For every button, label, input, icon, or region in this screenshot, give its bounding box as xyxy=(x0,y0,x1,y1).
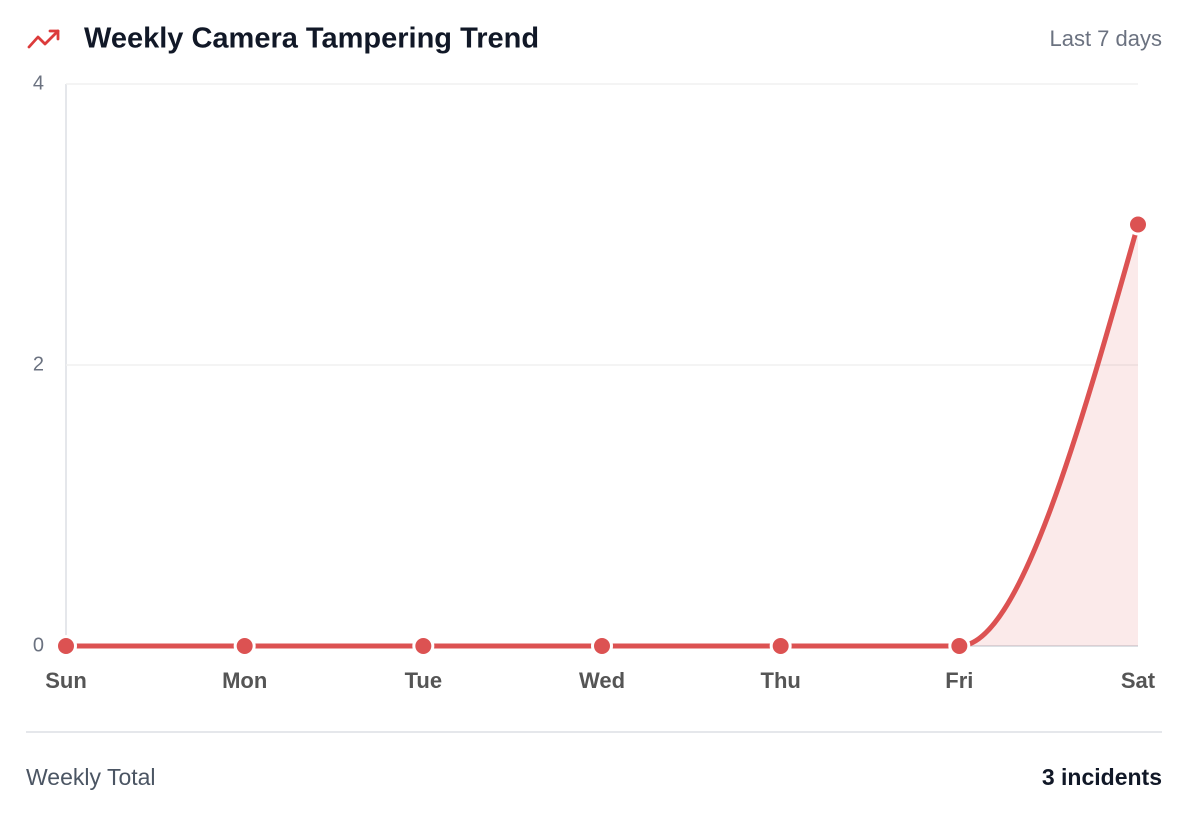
point xyxy=(233,635,256,657)
x-tick-label: Sun xyxy=(45,668,87,693)
point xyxy=(948,635,971,657)
total-label: Weekly Total xyxy=(26,764,156,790)
point xyxy=(591,635,613,657)
point xyxy=(412,635,435,657)
trend-icon xyxy=(27,29,60,49)
area xyxy=(66,224,1138,646)
x-tick-label: Sat xyxy=(1121,668,1156,693)
point xyxy=(769,635,792,657)
card-title: Weekly Camera Tampering Trend xyxy=(84,23,539,55)
x-tick-label: Fri xyxy=(945,668,973,693)
line xyxy=(66,223,1141,649)
y-tick-label: 4 xyxy=(33,72,44,94)
y-tick-label: 0 xyxy=(33,634,44,656)
x-tick-label: Wed xyxy=(579,668,625,693)
x-tick-label: Tue xyxy=(405,668,442,693)
x-tick-label: Mon xyxy=(222,668,267,693)
point xyxy=(55,635,77,657)
point xyxy=(1127,213,1149,236)
period-label: Last 7 days xyxy=(1049,26,1162,51)
x-tick-label: Thu xyxy=(761,668,801,693)
plot: 0 2 4 Sun Mon Tue Wed Thu Fri Sat xyxy=(33,72,1156,693)
total-value: 3 incidents xyxy=(1042,764,1162,790)
y-tick-label: 2 xyxy=(33,353,44,375)
